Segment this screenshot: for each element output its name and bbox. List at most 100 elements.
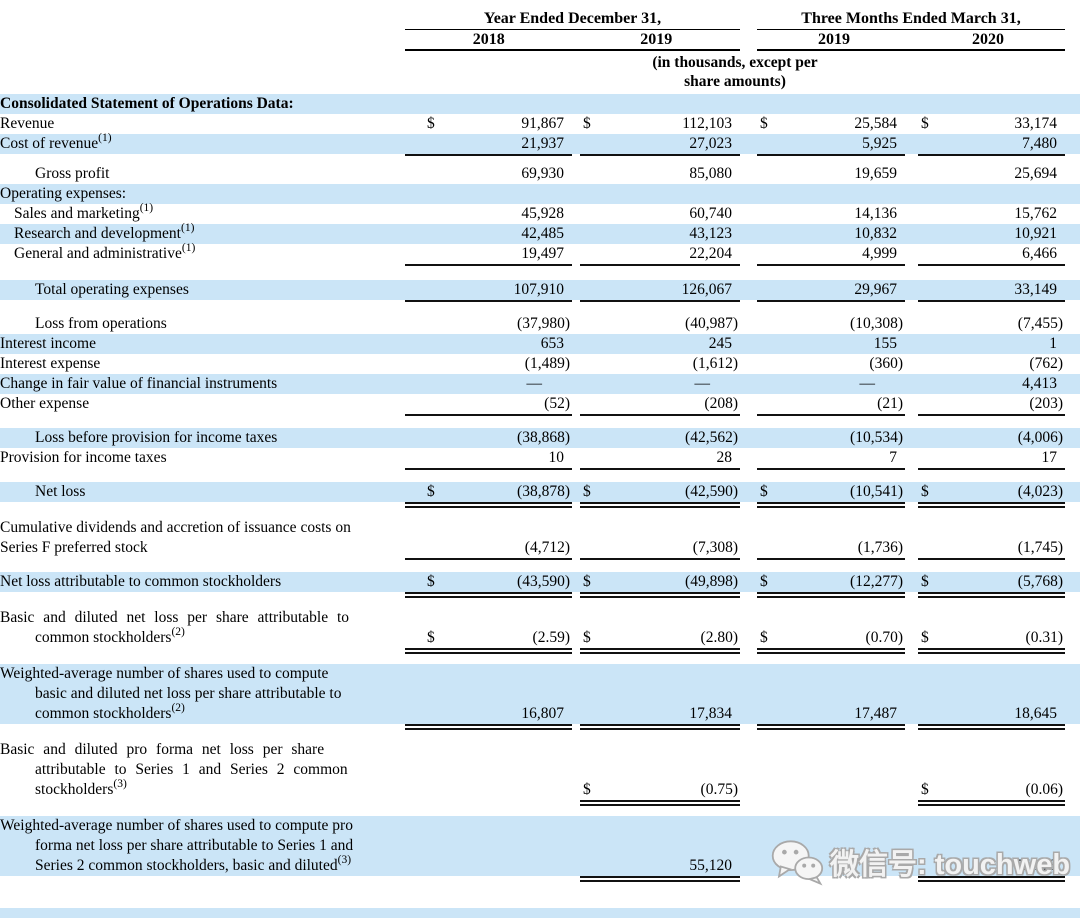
double-rule: [918, 648, 1065, 654]
single-rule: [757, 414, 905, 416]
value-cell: 69,930: [405, 164, 572, 184]
value: 155: [873, 335, 897, 352]
spacer-row: [0, 658, 1080, 664]
value: (1,745): [1017, 539, 1063, 556]
value-cell: (4,006): [918, 428, 1065, 448]
currency-symbol: $: [921, 573, 929, 590]
footnote-ref: (1): [181, 241, 196, 254]
row-label-line: Series F preferred stock: [0, 539, 148, 556]
value-cell: 17: [918, 448, 1065, 468]
value: (203): [1029, 395, 1063, 412]
currency-symbol: $: [583, 115, 591, 132]
rule-row: [0, 724, 1080, 734]
row-label-line: Loss before provision for income taxes: [35, 429, 278, 446]
value-cell: 7,480: [918, 134, 1065, 154]
row-label: Consolidated Statement of Operations Dat…: [0, 94, 405, 114]
value-cell: $ (12,277): [757, 572, 905, 592]
value: 653: [540, 335, 564, 352]
value-cell: 7: [757, 448, 905, 468]
row-label: Basic and diluted pro forma net loss per…: [0, 740, 405, 800]
table-row: Provision for income taxes 10 28 7 17: [0, 448, 1080, 468]
table-row: Basic and diluted pro forma net loss per…: [0, 740, 1080, 800]
currency-symbol: $: [921, 115, 929, 132]
value-cell: 25,694: [918, 164, 1065, 184]
row-label-line: Consolidated Statement of Operations Dat…: [0, 95, 294, 112]
currency-symbol: $: [921, 483, 929, 500]
row-label: Net loss attributable to common stockhol…: [0, 572, 405, 592]
table-row: Revenue $91,867 $112,103 $25,584 $33,174: [0, 114, 1080, 134]
value: —: [526, 375, 543, 392]
value-cell: (42,562): [580, 428, 740, 448]
row-label: Cumulative dividends and accretion of is…: [0, 518, 405, 558]
double-rule: [580, 876, 740, 882]
double-rule: [918, 724, 1065, 730]
single-rule: [918, 414, 1065, 416]
rule-row: [0, 264, 1080, 274]
value-cell: 6,466: [918, 244, 1065, 264]
table-body: Consolidated Statement of Operations Dat…: [0, 94, 1080, 886]
value-cell: 14,136: [757, 204, 905, 224]
value-cell: 28: [580, 448, 740, 468]
value-cell: (10,308): [757, 314, 905, 334]
single-rule: [580, 154, 740, 156]
row-label-line: Research and development(1): [14, 221, 195, 242]
value-cell: 43,123: [580, 224, 740, 244]
double-rule: [405, 592, 572, 598]
rule-row: [0, 876, 1080, 886]
rule-row: [0, 154, 1080, 164]
value-cell: 107,910: [405, 280, 572, 300]
value: 7: [889, 449, 897, 466]
value-cell: (762): [918, 354, 1065, 374]
value-cell: 10,921: [918, 224, 1065, 244]
single-rule: [580, 414, 740, 416]
value: 33,174: [1014, 115, 1057, 132]
row-label-line: Cumulative dividends and accretion of is…: [0, 519, 351, 536]
value: 107,910: [513, 281, 564, 298]
table-row: Basic and diluted net loss per share att…: [0, 608, 1080, 648]
double-rule: [405, 648, 572, 654]
value-cell: (40,987): [580, 314, 740, 334]
single-rule: [580, 558, 740, 560]
value: 42,485: [521, 225, 564, 242]
value: 21,937: [521, 135, 564, 152]
spacer-row: [0, 310, 1080, 314]
value: (1,736): [857, 539, 903, 556]
row-label: Basic and diluted net loss per share att…: [0, 608, 405, 648]
row-label: Operating expenses:: [0, 184, 405, 204]
value-cell: (52): [405, 394, 572, 414]
row-label-line: Sales and marketing(1): [14, 201, 154, 222]
value: 17,834: [689, 705, 732, 722]
currency-symbol: $: [760, 483, 768, 500]
value: —: [859, 375, 876, 392]
col-header-q1-2019: 2019: [818, 31, 850, 48]
value-cell: 42,485: [405, 224, 572, 244]
row-label-line: common stockholders(2): [35, 625, 185, 646]
footnote-ref: (2): [171, 701, 185, 714]
row-label: Research and development(1): [0, 221, 405, 244]
value-cell: $ (0.75): [580, 780, 740, 800]
row-label: Change in fair value of financial instru…: [0, 374, 405, 394]
double-rule: [405, 502, 572, 508]
value-cell: (10,534): [757, 428, 905, 448]
value-cell: $ (2.59): [405, 628, 572, 648]
value: (0.06): [1025, 781, 1063, 798]
footnote-ref: (1): [181, 221, 195, 234]
value-cell: $25,584: [757, 114, 905, 134]
value-cell: 653: [405, 334, 572, 354]
value: (5,768): [1017, 573, 1063, 590]
double-rule: [918, 502, 1065, 508]
value: 5,925: [862, 135, 897, 152]
value: (0.31): [1025, 629, 1063, 646]
value-cell: 33,149: [918, 280, 1065, 300]
value-cell: $112,103: [580, 114, 740, 134]
value-cell: 155: [757, 334, 905, 354]
value-cell: 10: [405, 448, 572, 468]
currency-symbol: $: [760, 573, 768, 590]
value: (38,878): [517, 483, 570, 500]
row-label-line: Revenue: [0, 115, 55, 132]
col-header-2019: 2019: [640, 31, 673, 48]
rule-row: [0, 300, 1080, 310]
group-title: Year Ended December 31,: [405, 9, 740, 30]
value-cell: —: [405, 374, 572, 394]
bottom-stripe: [0, 908, 1080, 918]
